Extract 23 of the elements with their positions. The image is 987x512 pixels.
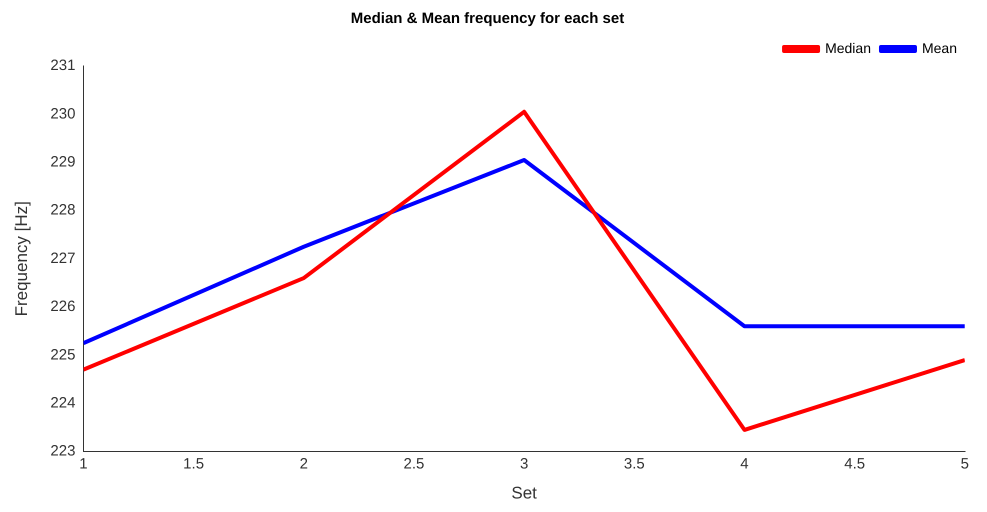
x-tick-label: 2.5: [404, 456, 424, 473]
y-tick-label: 229: [50, 154, 76, 171]
y-tick-label: 230: [50, 105, 76, 122]
y-axis-title: Frequency [Hz]: [12, 201, 31, 316]
y-tick-label: 226: [50, 298, 76, 316]
x-tick-label: 3.5: [624, 456, 645, 473]
y-tick-label: 223: [50, 442, 76, 460]
x-axis-title: Set: [511, 483, 538, 502]
legend-label: Median: [825, 40, 871, 56]
chart-title: Median & Mean frequency for each set: [350, 10, 624, 28]
x-tick-label: 4: [740, 456, 749, 473]
x-tick-label: 5: [960, 456, 969, 473]
y-tick-label: 228: [50, 202, 76, 219]
legend-label: Mean: [922, 40, 958, 56]
x-tick-label: 4.5: [844, 456, 866, 473]
x-tick-label: 2: [300, 456, 308, 473]
y-tick-label: 224: [50, 394, 76, 412]
y-tick-label: 227: [50, 250, 76, 267]
y-tick-label: 231: [50, 57, 76, 74]
x-tick-label: 1: [79, 456, 88, 473]
y-tick-label: 225: [50, 346, 76, 364]
x-tick-label: 3: [520, 456, 528, 473]
x-tick-label: 1.5: [183, 456, 204, 473]
